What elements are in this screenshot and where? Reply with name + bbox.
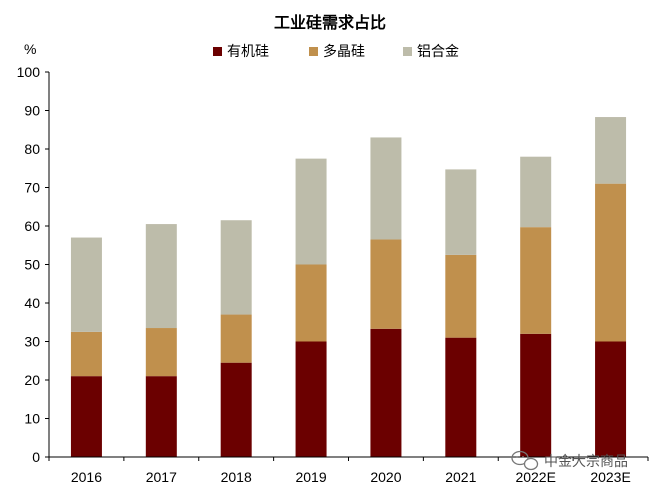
bar-segment: [220, 362, 252, 457]
bar-segment: [70, 376, 102, 457]
legend-label: 多晶硅: [323, 43, 365, 60]
y-tick-label: 30: [24, 334, 40, 350]
legend: 有机硅 多晶硅 铝合金: [213, 43, 459, 60]
legend-swatch: [309, 47, 318, 56]
y-axis: 0 10 20 30 40 50 60 70 80 90 100: [17, 64, 50, 465]
bar-segment: [595, 341, 627, 457]
bar-segment: [70, 331, 102, 377]
bar-segment: [220, 220, 252, 315]
chart-title: 工业硅需求占比: [274, 13, 386, 32]
y-tick-label: 100: [17, 64, 41, 80]
bar-segment: [445, 337, 477, 457]
bar-segment: [520, 333, 552, 457]
legend-label: 铝合金: [417, 44, 459, 60]
y-tick-label: 50: [24, 257, 40, 273]
legend-label: 有机硅: [227, 44, 269, 60]
bar-segment: [295, 264, 327, 342]
bar-segment: [220, 314, 252, 363]
x-tick-label: 2016: [71, 469, 102, 485]
y-tick-label: 90: [24, 103, 40, 119]
bar-segment: [295, 158, 327, 265]
y-tick-label: 40: [24, 295, 40, 311]
wechat-icon: [511, 450, 539, 471]
x-tick-label: 2018: [221, 469, 252, 485]
bar-segment: [445, 254, 477, 338]
legend-swatch: [213, 47, 222, 56]
x-tick-label: 2020: [370, 469, 401, 485]
y-tick-label: 80: [24, 141, 40, 157]
x-tick-label: 2022E: [515, 469, 555, 485]
y-tick-label: 20: [24, 372, 40, 388]
watermark: 中金大宗商品: [511, 450, 628, 471]
bar-segment: [595, 183, 627, 342]
bar-segment: [370, 328, 402, 457]
x-tick-label: 2017: [146, 469, 177, 485]
watermark-text: 中金大宗商品: [544, 454, 628, 470]
legend-swatch: [403, 47, 412, 56]
bar-segment: [520, 227, 552, 334]
bar-segment: [520, 156, 552, 228]
y-tick-label: 60: [24, 218, 40, 234]
x-axis: 2016 2017 2018 2019 2020 2021 2022E 2023E: [48, 456, 649, 485]
x-tick-label: 2023E: [590, 469, 630, 485]
y-tick-label: 10: [24, 411, 40, 427]
y-tick-label: 70: [24, 180, 40, 196]
bar-segment: [70, 237, 102, 332]
y-axis-unit: %: [24, 41, 36, 57]
bar-segment: [370, 239, 402, 329]
bars: [70, 117, 627, 457]
bar-segment: [145, 328, 177, 377]
bar-segment: [145, 224, 177, 329]
bar-segment: [370, 137, 402, 240]
bar-segment: [445, 169, 477, 255]
bar-segment: [145, 376, 177, 457]
x-tick-label: 2019: [295, 469, 326, 485]
x-tick-label: 2021: [445, 469, 476, 485]
bar-segment: [295, 341, 327, 457]
y-tick-label: 0: [32, 449, 40, 465]
bar-segment: [595, 117, 627, 184]
